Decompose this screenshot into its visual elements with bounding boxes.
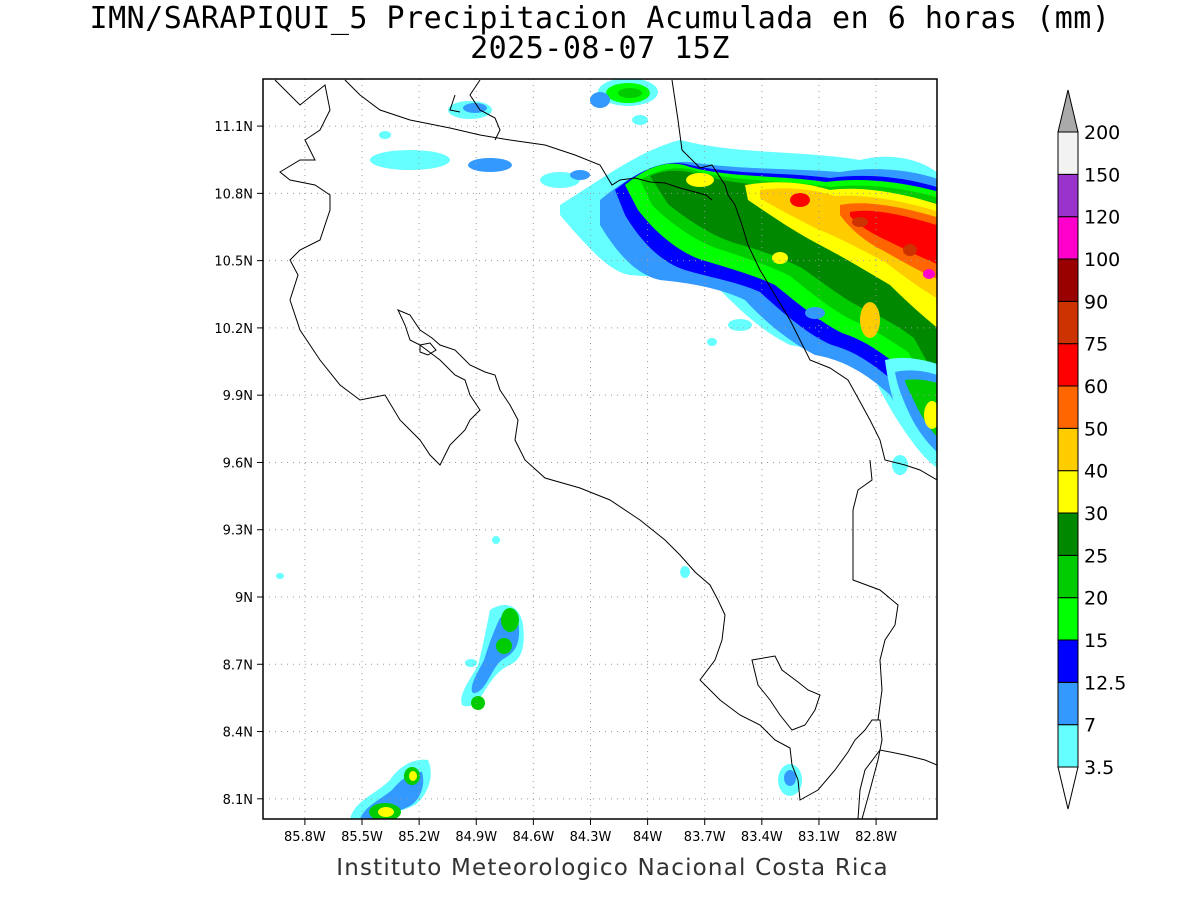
osa-peninsula [751, 655, 821, 731]
lat-tick-label: 8.1N [223, 793, 253, 808]
lon-tick-label: 84W [633, 830, 663, 845]
lon-tick-label: 85.5W [341, 830, 383, 845]
lat-tick-label: 10.2N [214, 322, 253, 337]
latitude-axis: 8.1N 8.4N 8.7N 9N 9.3N 9.6N 9.9N 10.2N 10.5N 10.8… [214, 120, 263, 808]
plot-frame [262, 78, 938, 820]
colorbar-level-label: 7 [1084, 715, 1096, 737]
rain-band-east-lower [885, 357, 937, 468]
colorbar-level-label: 12.5 [1084, 672, 1126, 694]
colorbar-swatch [1057, 300, 1079, 345]
lat-tick-label: 9.6N [223, 456, 253, 471]
lat-tick-label: 11.1N [214, 120, 253, 135]
lat-tick-label: 10.5N [214, 255, 253, 270]
pacific-coastline [274, 79, 883, 819]
colorbar-level-label: 3.5 [1084, 757, 1114, 779]
colorbar-arrow-below [1057, 766, 1079, 810]
caribbean-coastline [671, 79, 937, 481]
gulf-of-nicoya-island [419, 342, 437, 356]
lon-tick-label: 83.7W [684, 830, 726, 845]
lon-tick-label: 82.8W [855, 830, 897, 845]
colorbar-level-label: 90 [1084, 291, 1108, 313]
lon-tick-label: 84.3W [570, 830, 612, 845]
panama-border [852, 459, 899, 721]
longitude-axis: 85.8W 85.5W 85.2W 84.9W 84.6W 84.3W 84W 83.7W 83… [284, 819, 897, 845]
colorbar-level-label: 120 [1084, 207, 1120, 229]
lat-tick-label: 9.9N [223, 389, 253, 404]
rain-band-northeast [560, 140, 937, 468]
map-subtitle-datetime: 2025-08-07 15Z [470, 31, 730, 66]
colorbar-level-label: 200 [1084, 122, 1120, 144]
colorbar-swatch [1057, 173, 1079, 218]
precipitation-colorbar: 3.5 7 12.5 15 20 25 30 40 50 60 75 90 100 120 150 200 [1057, 89, 1126, 810]
lon-tick-label: 83.4W [741, 830, 783, 845]
colorbar-level-label: 60 [1084, 376, 1108, 398]
colorbar-swatch [1057, 131, 1079, 175]
colorbar-swatch [1057, 216, 1079, 260]
colorbar-swatch [1057, 639, 1079, 683]
nicaragua-border [344, 79, 713, 201]
precipitation-field [276, 79, 937, 819]
colorbar-swatch [1057, 681, 1079, 726]
colorbar-level-label: 150 [1084, 164, 1120, 186]
lat-tick-label: 10.8N [214, 187, 253, 202]
colorbar-swatch [1057, 597, 1079, 641]
map-grid [263, 79, 937, 819]
footer-attribution: Instituto Meteorologico Nacional Costa R… [336, 855, 889, 881]
coastlines-and-borders [274, 79, 937, 819]
colorbar-swatch [1057, 258, 1079, 302]
colorbar-swatch [1057, 385, 1079, 429]
lake-nicaragua-shore [449, 79, 501, 141]
rain-cells-pacific [276, 536, 802, 819]
colorbar-swatch [1057, 724, 1079, 768]
rain-cells-north [370, 79, 908, 475]
lon-tick-label: 85.2W [398, 830, 440, 845]
lat-tick-label: 9.3N [223, 524, 253, 539]
colorbar-level-label: 30 [1084, 503, 1108, 525]
lat-tick-label: 9N [235, 591, 253, 606]
colorbar-swatch [1057, 470, 1079, 514]
colorbar-level-label: 15 [1084, 630, 1108, 652]
lat-tick-label: 8.7N [223, 658, 253, 673]
lat-tick-label: 8.4N [223, 726, 253, 741]
burica-peninsula [857, 749, 937, 819]
lon-tick-label: 84.9W [455, 830, 497, 845]
colorbar-swatch [1057, 427, 1079, 472]
colorbar-arrow-above [1057, 89, 1079, 133]
lon-tick-label: 83.1W [798, 830, 840, 845]
colorbar-level-label: 50 [1084, 418, 1108, 440]
colorbar-swatch [1057, 343, 1079, 387]
colorbar-level-label: 75 [1084, 334, 1108, 356]
lon-tick-label: 85.8W [284, 830, 326, 845]
colorbar-swatch [1057, 554, 1079, 599]
lon-tick-label: 84.6W [512, 830, 554, 845]
colorbar-level-label: 25 [1084, 545, 1108, 567]
colorbar-level-label: 40 [1084, 461, 1108, 483]
colorbar-level-label: 100 [1084, 249, 1120, 271]
map-title: IMN/SARAPIQUI_5 Precipitacion Acumulada … [89, 1, 1111, 36]
colorbar-level-label: 20 [1084, 588, 1108, 610]
colorbar-swatch [1057, 512, 1079, 556]
